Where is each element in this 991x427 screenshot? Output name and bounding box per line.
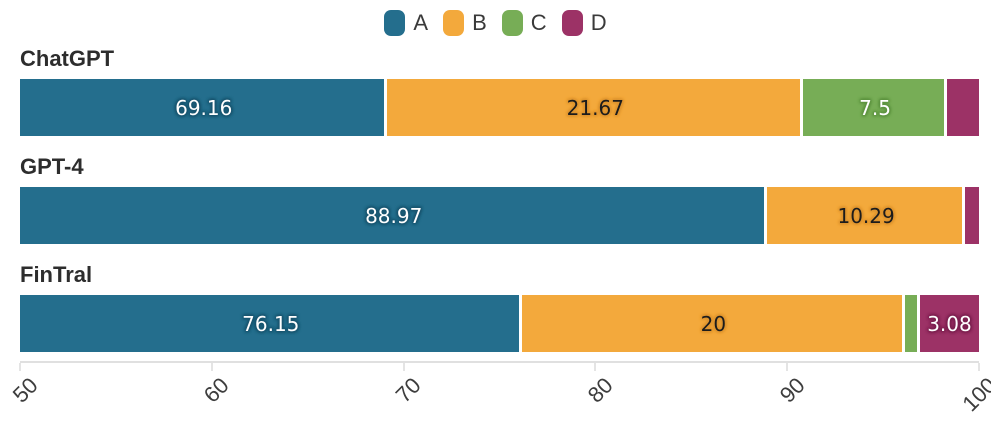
legend-item-C: C — [501, 10, 547, 36]
bar-value-label: 20 — [700, 311, 727, 336]
bar-segment-D — [946, 79, 979, 136]
legend-swatch-B — [443, 10, 465, 36]
bar-segment-B: 21.67 — [387, 79, 804, 136]
x-axis-tick — [786, 363, 789, 371]
x-axis-line — [20, 361, 979, 363]
stacked-bar-FinTral: 76.15 20 3.08 — [20, 295, 979, 352]
bar-segment-B: 10.29 — [767, 187, 965, 244]
bar-segment-C: 7.5 — [803, 79, 947, 136]
x-axis-tick-label: 70 — [390, 372, 426, 408]
legend-swatch-D — [561, 10, 583, 36]
stacked-bar-ChatGPT: 69.16 21.67 7.5 — [20, 79, 979, 136]
legend-swatch-A — [384, 10, 406, 36]
legend-item-A: A — [384, 10, 428, 36]
x-axis-tick — [978, 363, 980, 371]
category-label: FinTral — [20, 262, 93, 287]
bar-segment-A: 88.97 — [20, 187, 768, 244]
bar-value-label: 88.97 — [365, 203, 423, 228]
bar-segment-C — [905, 295, 920, 352]
bar-segment-D — [964, 187, 979, 244]
legend-label: C — [530, 10, 547, 35]
bar-segment-D: 3.08 — [919, 295, 979, 352]
category-label: GPT-4 — [20, 154, 84, 179]
category-label: ChatGPT — [20, 46, 115, 71]
x-axis-tick — [210, 363, 213, 371]
legend-swatch-C — [501, 10, 523, 36]
legend-item-D: D — [561, 10, 607, 36]
x-axis-tick-label: 100 — [957, 372, 991, 417]
legend-label: B — [472, 10, 487, 35]
bar-value-label: 69.16 — [175, 95, 233, 120]
x-axis-tick-label: 50 — [7, 372, 43, 408]
x-axis-tick-label: 90 — [774, 372, 810, 408]
legend-label: A — [413, 10, 429, 35]
bar-value-label: 21.67 — [566, 95, 624, 120]
x-axis-tick — [19, 363, 21, 371]
x-axis-tick-label: 80 — [582, 372, 618, 408]
bar-value-label: 76.15 — [242, 311, 300, 336]
bar-segment-A: 76.15 — [20, 295, 522, 352]
bar-value-label: 7.5 — [859, 95, 891, 120]
bar-segment-B: 20 — [521, 295, 906, 352]
bar-value-label: 3.08 — [927, 311, 972, 336]
x-axis-tick — [594, 363, 597, 371]
legend-label: D — [590, 10, 607, 35]
stacked-bar-GPT-4: 88.97 10.29 — [20, 187, 979, 244]
legend-item-B: B — [443, 10, 487, 36]
legend: A B C D — [0, 10, 991, 36]
x-axis-tick-label: 60 — [199, 372, 235, 408]
x-axis-tick — [402, 363, 405, 371]
bar-value-label: 10.29 — [837, 203, 895, 228]
bar-segment-A: 69.16 — [20, 79, 388, 136]
